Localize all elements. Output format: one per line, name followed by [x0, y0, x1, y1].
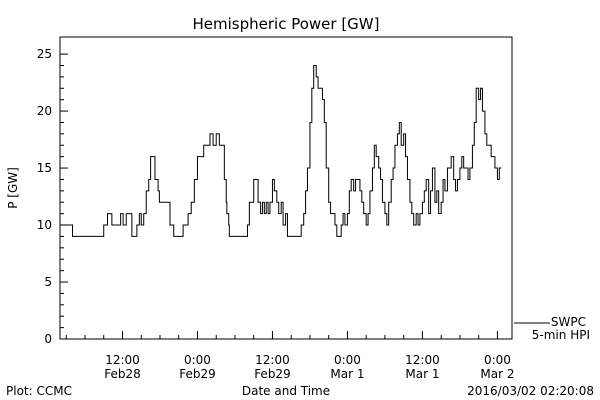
- x-tick-date-label: Mar 2: [480, 367, 514, 381]
- legend-hpi-label: 5-min HPI: [532, 328, 590, 342]
- legend-swpc-label: SWPC: [551, 315, 586, 329]
- x-tick-date-label: Feb29: [254, 367, 291, 381]
- series-group: [60, 64, 502, 237]
- x-tick-date-label: Feb29: [179, 367, 216, 381]
- x-axis-label: Date and Time: [242, 384, 330, 398]
- legend: SWPC 5-min HPI: [514, 315, 590, 342]
- y-axis-label: P [GW]: [6, 167, 20, 209]
- series-line: [60, 64, 502, 237]
- y-tick-label: 20: [37, 104, 52, 118]
- plot-frame: [59, 36, 513, 340]
- footer-timestamp: 2016/03/02 02:20:08: [467, 384, 594, 398]
- footer-credit: Plot: CCMC: [6, 384, 72, 398]
- y-tick-label: 10: [37, 218, 52, 232]
- x-tick-time-label: 0:00: [484, 353, 511, 367]
- x-tick-date-label: Feb28: [104, 367, 141, 381]
- x-tick-time-label: 12:00: [255, 353, 290, 367]
- y-tick-label: 5: [44, 275, 52, 289]
- chart-title: Hemispheric Power [GW]: [193, 15, 380, 33]
- x-tick-time-label: 12:00: [405, 353, 440, 367]
- x-tick-time-label: 0:00: [184, 353, 211, 367]
- x-tick-time-label: 12:00: [105, 353, 140, 367]
- y-tick-label: 0: [44, 332, 52, 346]
- x-tick-time-label: 0:00: [334, 353, 361, 367]
- y-tick-label: 15: [37, 161, 52, 175]
- x-tick-date-label: Mar 1: [330, 367, 364, 381]
- y-tick-label: 25: [37, 47, 52, 61]
- y-axis: 0 5 10 15 20 25: [37, 47, 68, 346]
- x-tick-date-label: Mar 1: [405, 367, 439, 381]
